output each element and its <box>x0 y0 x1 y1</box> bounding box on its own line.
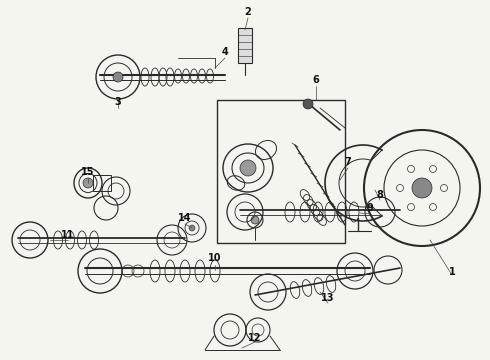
Text: 12: 12 <box>248 333 262 343</box>
Circle shape <box>189 225 195 231</box>
Text: 4: 4 <box>221 47 228 57</box>
Text: 6: 6 <box>313 75 319 85</box>
Bar <box>93 175 111 191</box>
Text: 10: 10 <box>208 253 222 263</box>
Text: 9: 9 <box>367 203 373 213</box>
Text: 8: 8 <box>376 190 384 200</box>
Text: 7: 7 <box>344 157 351 167</box>
Text: 15: 15 <box>81 167 95 177</box>
Bar <box>238 28 252 63</box>
Bar <box>217 100 345 243</box>
Text: 14: 14 <box>178 213 192 223</box>
Circle shape <box>412 178 432 198</box>
Text: 13: 13 <box>321 293 335 303</box>
Circle shape <box>83 178 93 188</box>
Text: 1: 1 <box>449 267 455 277</box>
Circle shape <box>251 216 259 224</box>
Circle shape <box>303 99 313 109</box>
Circle shape <box>240 160 256 176</box>
Text: 11: 11 <box>61 230 75 240</box>
Circle shape <box>113 72 123 82</box>
Text: 3: 3 <box>115 97 122 107</box>
Text: 2: 2 <box>245 7 251 17</box>
